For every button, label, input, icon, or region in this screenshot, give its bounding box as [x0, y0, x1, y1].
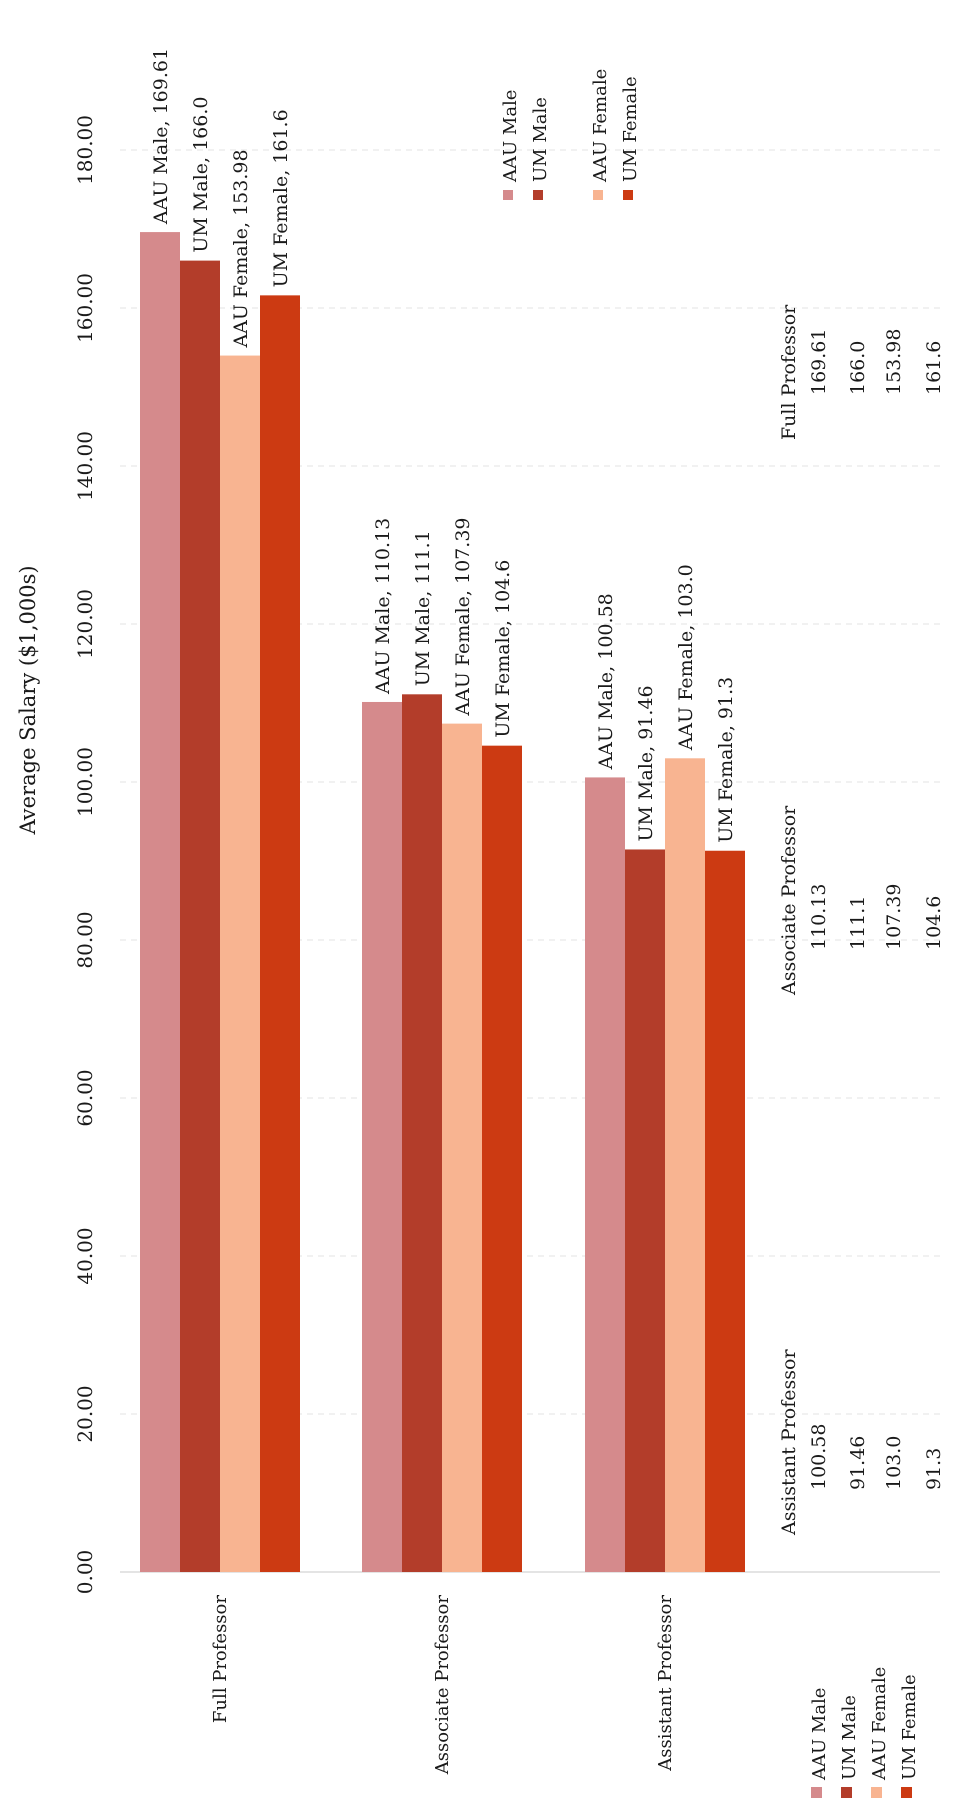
y-tick-label: 80.00 [73, 911, 97, 968]
bar [220, 355, 260, 1573]
legend-swatch [593, 190, 603, 200]
category-label: Full Professor [210, 1595, 231, 1723]
y-tick-label: 40.00 [73, 1227, 97, 1284]
legend-swatch [503, 190, 513, 200]
bar [140, 232, 180, 1572]
bar-data-label: AAU Female, 153.98 [230, 149, 252, 348]
table-cell: 166.0 [847, 341, 869, 395]
legend-bottom: AAU Male UM Male AAU Female UM Female [809, 1667, 920, 1798]
table-cell: 110.13 [808, 884, 830, 950]
bar-data-label: UM Male, 91.46 [635, 685, 657, 841]
bar [705, 850, 745, 1572]
y-tick-label: 120.00 [73, 589, 97, 659]
table-cell: 107.39 [883, 884, 905, 950]
y-axis-ticks: 0.00 20.00 40.00 60.00 80.00 100.00 120.00 140.… [73, 115, 97, 1594]
table-cell: 91.3 [923, 1448, 945, 1490]
table-cell: 111.1 [847, 896, 869, 950]
y-tick-label: 160.00 [73, 273, 97, 343]
bar-data-label: AAU Female, 103.0 [675, 564, 697, 751]
y-axis-label: Average Salary ($1,000s) [16, 565, 40, 835]
bar-data-label: AAU Male, 100.58 [595, 593, 617, 770]
table-cell: 103.0 [883, 1436, 905, 1490]
bar [362, 701, 402, 1572]
bar [402, 694, 442, 1572]
bar-labels: AAU Male, 169.61 UM Male, 166.0 AAU Female… [150, 48, 737, 843]
table-cell: 91.46 [847, 1436, 869, 1490]
bar-data-label: UM Female, 161.6 [270, 109, 292, 287]
bar-data-label: UM Female, 91.3 [715, 677, 737, 843]
legend-top: AAU Male UM Male AAU Female UM Female [500, 69, 641, 200]
data-table: Assistant Professor 100.58 91.46 103.0 91.3 A… [778, 304, 945, 1536]
table-cell: 104.6 [923, 896, 945, 950]
bars [140, 232, 745, 1573]
bar-data-label: AAU Male, 110.13 [372, 518, 394, 695]
table-cell: 169.61 [808, 329, 830, 395]
bar-data-label: AAU Male, 169.61 [150, 48, 172, 225]
table-cell: 161.6 [923, 341, 945, 395]
legend-swatch [871, 1787, 882, 1798]
bar-data-label: UM Male, 166.0 [190, 97, 212, 253]
category-labels: Full Professor Associate Professor Assista… [210, 1595, 676, 1776]
table-cell: 100.58 [808, 1424, 830, 1490]
bar [260, 295, 300, 1572]
legend-label: UM Male [839, 1695, 860, 1780]
legend-label: UM Male [530, 97, 551, 182]
legend-swatch [623, 190, 633, 200]
legend-swatch [533, 190, 543, 200]
value-axis: Average Salary ($1,000s) [16, 565, 40, 835]
bar-data-label: UM Male, 111.1 [412, 530, 434, 686]
legend-label: AAU Male [500, 90, 521, 183]
legend-swatch [841, 1787, 852, 1798]
category-label: Assistant Professor [655, 1595, 676, 1772]
table-column-header: Associate Professor [778, 805, 800, 996]
y-tick-label: 20.00 [73, 1385, 97, 1442]
bar-data-label: UM Female, 104.6 [492, 560, 514, 738]
bar [442, 723, 482, 1572]
table-column-header: Assistant Professor [778, 1349, 800, 1536]
bar [482, 745, 522, 1572]
legend-swatch [811, 1787, 822, 1798]
bar [625, 849, 665, 1572]
legend-label: UM Female [620, 76, 641, 182]
legend-label: AAU Female [869, 1667, 890, 1781]
y-tick-label: 180.00 [73, 115, 97, 185]
category-label: Associate Professor [432, 1595, 453, 1776]
bar [585, 777, 625, 1572]
y-tick-label: 60.00 [73, 1069, 97, 1126]
y-tick-label: 0.00 [73, 1550, 97, 1595]
legend-swatch [901, 1787, 912, 1798]
y-tick-label: 100.00 [73, 747, 97, 817]
bar [180, 260, 220, 1573]
bar [665, 758, 705, 1572]
table-column-header: Full Professor [778, 304, 800, 440]
bar-data-label: AAU Female, 107.39 [452, 518, 474, 717]
legend-label: UM Female [899, 1674, 920, 1780]
legend-label: AAU Female [590, 69, 611, 183]
table-cell: 153.98 [883, 329, 905, 395]
legend-label: AAU Male [809, 1688, 830, 1781]
y-tick-label: 140.00 [73, 431, 97, 501]
